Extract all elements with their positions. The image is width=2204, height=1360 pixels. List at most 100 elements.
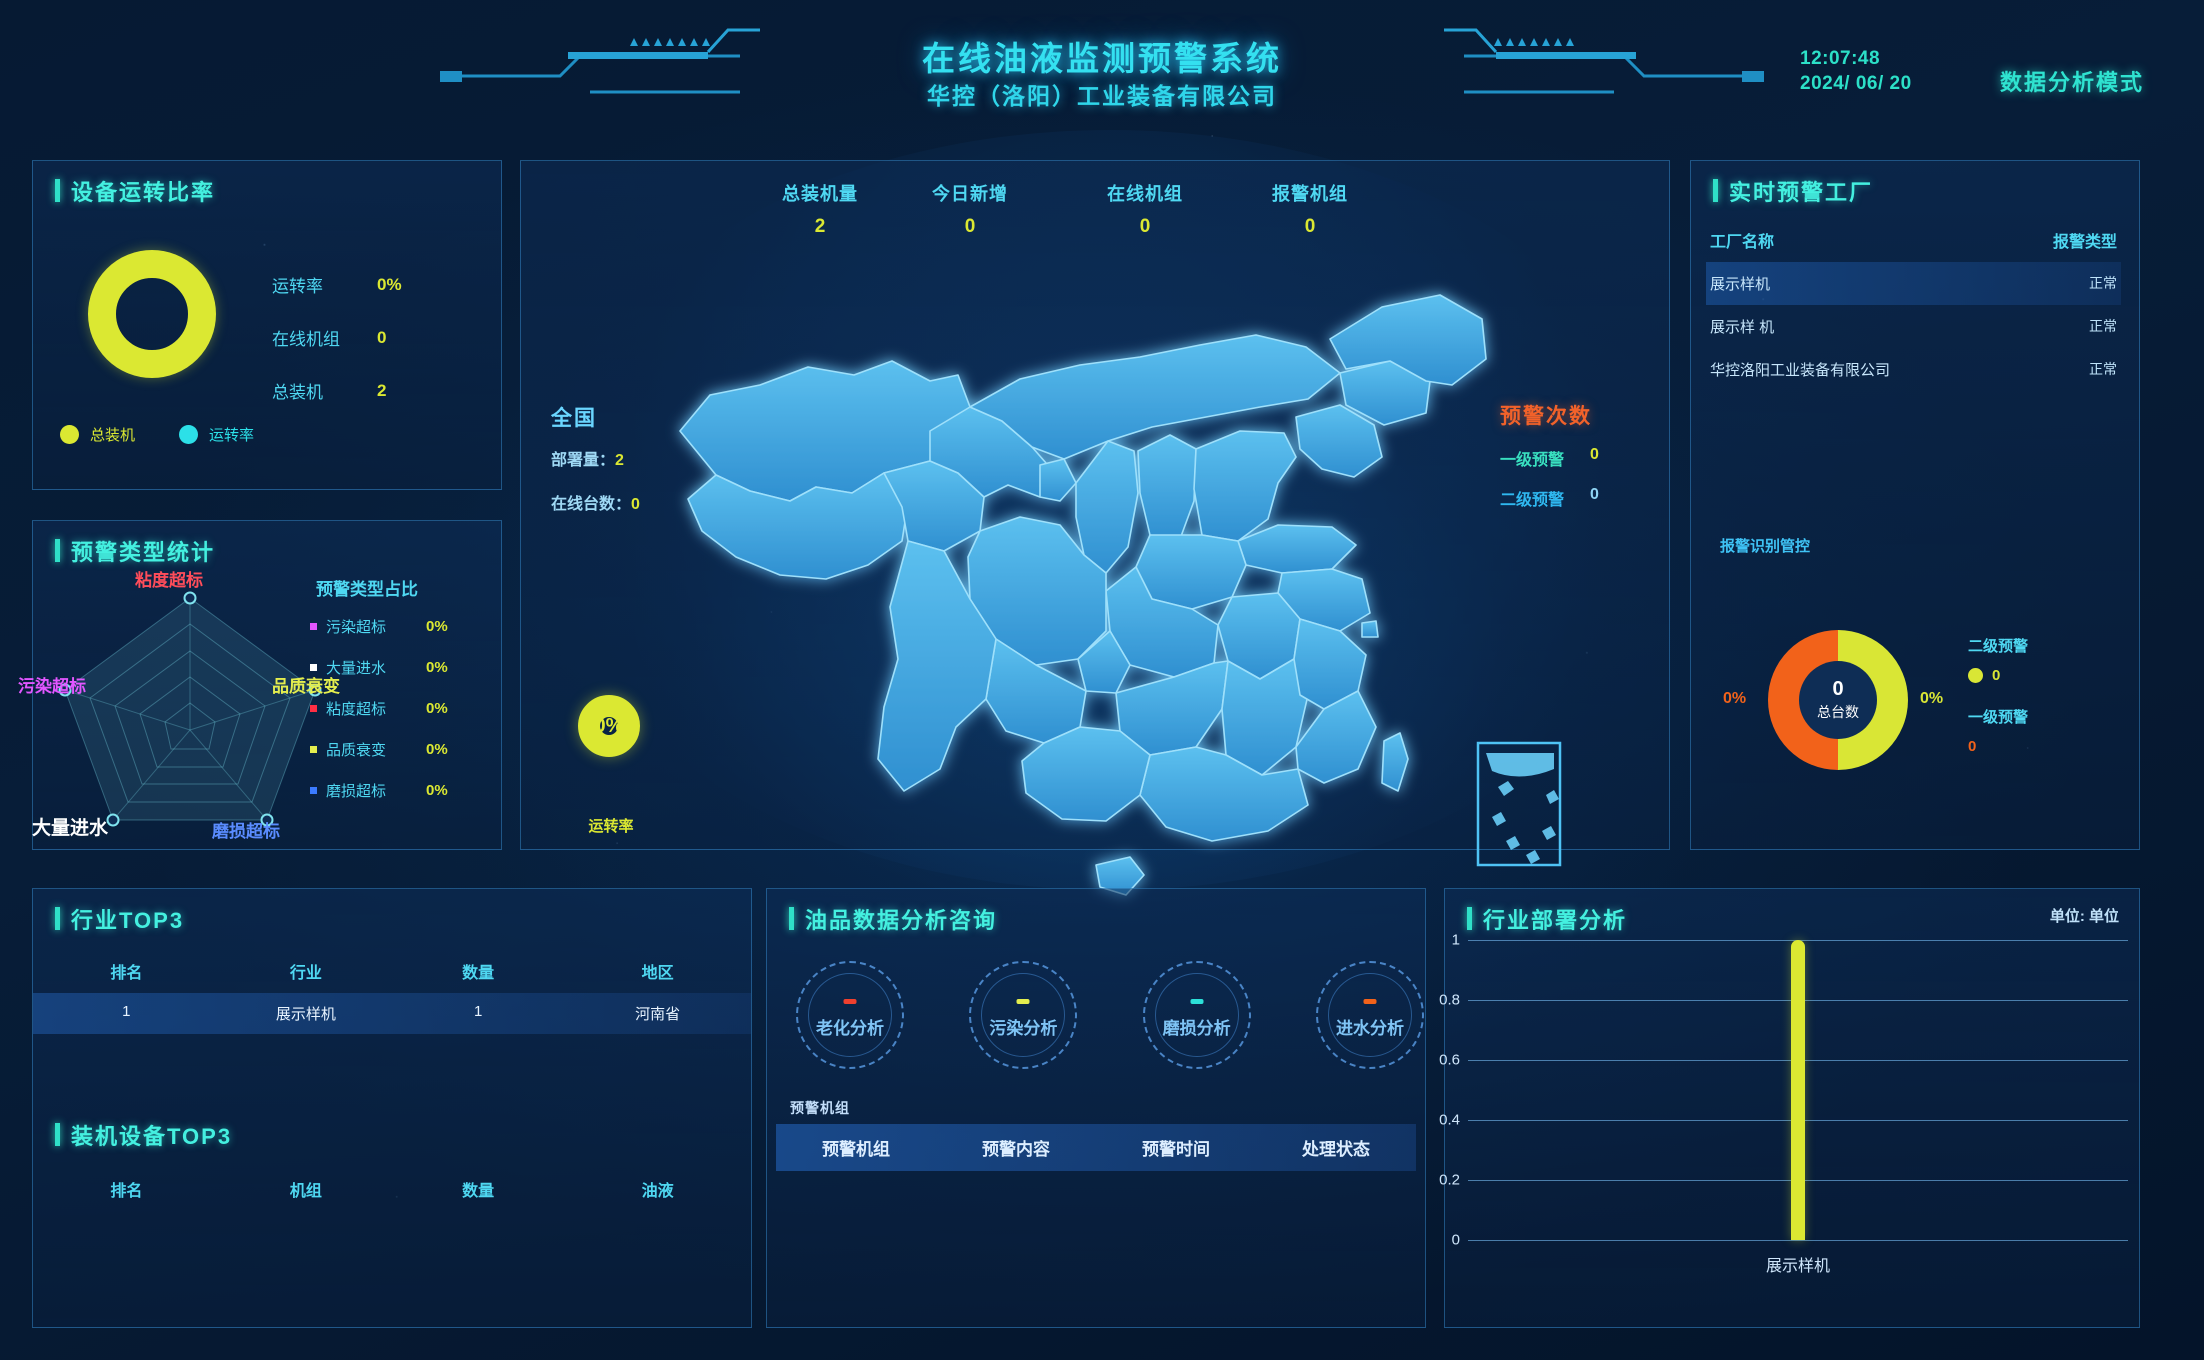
alarm-donut-center-value: 0 xyxy=(1832,678,1844,700)
center-stat-label-new-today: 今日新增 xyxy=(932,184,1008,204)
stat-value-total: 2 xyxy=(377,380,387,400)
panel-title-realtime-factory: 实时预警工厂 xyxy=(1713,175,1873,207)
factory-col-name: 工厂名称 xyxy=(1710,234,1775,251)
ytick-0-6: 0.6 xyxy=(1439,1051,1460,1069)
stat-row-online: 在线机组 0 xyxy=(272,325,402,350)
warn-col-time: 预警时间 xyxy=(1142,1140,1210,1159)
stat-label-rate: 运转率 xyxy=(272,277,323,296)
radar-axis-label-quality: 品质衰变 xyxy=(272,677,340,696)
clock-time: 12:07:48 xyxy=(1800,48,1881,69)
ratio-label-quality: 品质衰变 xyxy=(326,742,387,759)
panel-title-oil-analysis: 油品数据分析咨询 xyxy=(789,903,997,935)
ratio-item-wear: 磨损超标 0% xyxy=(310,780,560,801)
factory-row-name: 展示样 机 xyxy=(1710,319,1775,336)
ratio-item-viscosity: 粘度超标 0% xyxy=(310,698,560,719)
ytick-0-8: 0.8 xyxy=(1439,991,1460,1009)
center-stat-value-online-units: 0 xyxy=(1139,216,1151,237)
ratio-list-title: 预警类型占比 xyxy=(316,580,418,599)
industry-cell-rank: 1 xyxy=(122,1003,131,1020)
industry-col-industry: 行业 xyxy=(289,965,322,982)
industry-top3-header: 排名 行业 数量 地区 xyxy=(33,949,751,993)
header-decoration-left xyxy=(440,18,760,104)
device-col-count: 数量 xyxy=(462,1183,495,1200)
map-deploy-count: 部署量：2 xyxy=(551,446,640,470)
company-subtitle: 华控（洛阳）工业装备有限公司 xyxy=(927,83,1277,109)
equipment-rate-stats: 运转率 0% 在线机组 0 总装机 2 xyxy=(272,272,402,431)
map-region-info: 全国 部署量：2 在线台数：0 xyxy=(551,402,640,514)
clock: 12:07:48 2024/ 06/ 20 xyxy=(1800,46,1912,96)
stat-value-rate: 0% xyxy=(377,274,402,294)
ytick-0-4: 0.4 xyxy=(1439,1111,1460,1129)
map-online-count: 在线台数：0 xyxy=(551,490,640,514)
bar-series-item[interactable] xyxy=(1791,940,1805,1240)
industry-deployment-bar-chart: 1 0.8 0.6 0.4 0.2 0 展示样机 xyxy=(1439,932,2128,1275)
water-ring-inner xyxy=(1327,973,1412,1057)
map-warning-counts: 预警次数 一级预警 0 二级预警 0 xyxy=(1500,400,1599,510)
wear-ring-outer xyxy=(1142,961,1251,1069)
map-operating-rate-value: 0% xyxy=(594,714,624,737)
analysis-label-contamination: 污染分析 xyxy=(989,1018,1058,1038)
alarm-donut-pct-right: 0% xyxy=(1920,690,1944,707)
ratio-item-quality: 品质衰变 0% xyxy=(310,739,560,760)
radar-axis-label-viscosity: 粘度超标 xyxy=(135,571,203,590)
panel-title-warning-types: 预警类型统计 xyxy=(55,535,215,567)
status-badge: 正常 xyxy=(2089,361,2117,377)
chart-unit-label: 单位: 单位 xyxy=(2049,908,2119,925)
contamination-indicator-icon xyxy=(1016,999,1030,1004)
aging-ring-inner xyxy=(808,973,892,1057)
panel-top3: 行业TOP3 排名 行业 数量 地区 1 展示样机 1 河南省 装机设备TOP3… xyxy=(32,888,752,1328)
ratio-value-quality: 0% xyxy=(426,741,448,758)
table-row[interactable]: 1 展示样机 1 河南省 xyxy=(33,993,751,1034)
factory-table: 工厂名称 报警类型 展示样机 正常 展示样 机 正常 华控洛阳工业装备有限公司 … xyxy=(1706,222,2121,391)
wear-indicator-icon xyxy=(1190,999,1204,1004)
warn-col-content: 预警内容 xyxy=(982,1140,1050,1159)
xtick-label: 展示样机 xyxy=(1765,1258,1831,1275)
industry-cell-region: 河南省 xyxy=(635,1006,681,1023)
ytick-0: 0 xyxy=(1451,1231,1460,1249)
contamination-ring-outer xyxy=(969,961,1078,1069)
alarm-legend-dot-level2 xyxy=(1968,668,1983,683)
legend-label-operating-rate: 运转率 xyxy=(209,427,255,444)
ratio-value-viscosity: 0% xyxy=(426,700,448,717)
clock-date: 2024/ 06/ 20 xyxy=(1800,73,1912,95)
analysis-circle-contamination[interactable]: 污染分析 xyxy=(963,955,1083,1075)
factory-table-header: 工厂名称 报警类型 xyxy=(1706,222,2121,262)
ytick-0-2: 0.2 xyxy=(1439,1171,1460,1189)
analysis-circle-wear[interactable]: 磨损分析 xyxy=(1137,955,1257,1075)
industry-col-count: 数量 xyxy=(462,965,495,982)
water-indicator-icon xyxy=(1363,999,1377,1004)
map-online-value: 0 xyxy=(631,496,640,513)
center-stat-value-new-today: 0 xyxy=(964,216,976,237)
ratio-value-contamination: 0% xyxy=(426,618,448,635)
warn-col-unit: 预警机组 xyxy=(822,1140,890,1159)
alarm-legend-level2-value: 0 xyxy=(1992,667,2001,684)
table-row[interactable]: 华控洛阳工业装备有限公司 正常 xyxy=(1706,348,2121,391)
legend-label-total-machines: 总装机 xyxy=(90,427,136,444)
map-operating-rate-donut: 0% xyxy=(578,695,640,757)
table-row[interactable]: 展示样机 正常 xyxy=(1706,262,2121,305)
device-col-unit: 机组 xyxy=(289,1183,322,1200)
ratio-item-water: 大量进水 0% xyxy=(310,657,560,678)
china-map-graphic[interactable] xyxy=(640,235,1590,915)
analysis-circle-aging[interactable]: 老化分析 xyxy=(790,955,910,1075)
alarm-legend-level2-row: 0 xyxy=(1968,667,2028,684)
warning-group-table-header: 预警机组 预警内容 预警时间 处理状态 xyxy=(776,1124,1416,1171)
panel-title-industry-top3: 行业TOP3 xyxy=(55,903,184,935)
alarm-donut-center: 0 总台数 xyxy=(1768,630,1908,770)
warning-level1-value: 0 xyxy=(1590,446,1599,463)
alarm-legend-level1: 一级预警 0 xyxy=(1968,706,2028,755)
aging-ring-outer xyxy=(796,961,904,1069)
warning-types-ratio-list: 预警类型占比 污染超标 0% 大量进水 0% 粘度超标 0% 品质衰变 0% 磨… xyxy=(310,575,560,821)
ratio-value-water: 0% xyxy=(426,659,448,676)
center-stat-online-units: 在线机组 0 xyxy=(1085,180,1205,238)
stat-row-rate: 运转率 0% xyxy=(272,272,402,297)
factory-col-type: 报警类型 xyxy=(2052,234,2117,251)
mode-indicator[interactable]: 数据分析模式 xyxy=(2000,70,2145,95)
table-row[interactable]: 展示样 机 正常 xyxy=(1706,305,2121,348)
radar-axis-label-wear: 磨损超标 xyxy=(212,822,280,841)
center-stat-value-alarm-units: 0 xyxy=(1304,216,1316,237)
ratio-value-wear: 0% xyxy=(426,782,448,799)
ratio-label-wear: 磨损超标 xyxy=(326,783,387,800)
analysis-circle-water[interactable]: 进水分析 xyxy=(1310,955,1430,1075)
